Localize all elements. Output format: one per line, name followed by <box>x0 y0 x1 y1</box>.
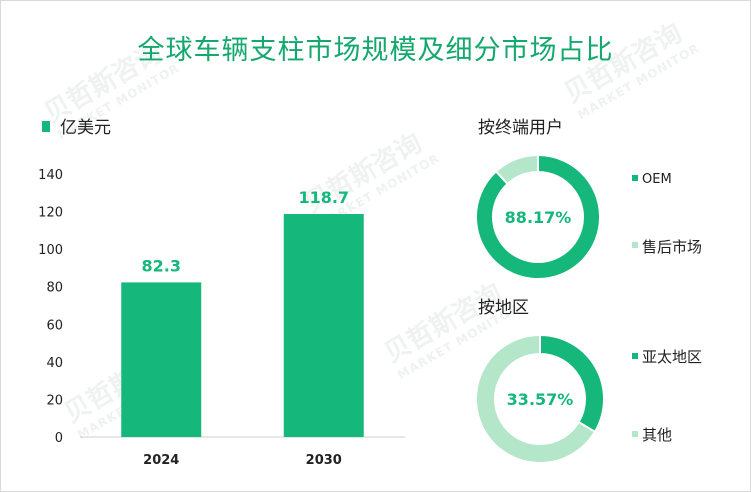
donut-center-label: 88.17% <box>505 208 572 227</box>
y-tick-label: 60 <box>46 318 63 333</box>
y-tick-label: 40 <box>46 356 63 371</box>
y-tick-label: 120 <box>38 206 63 221</box>
legend-swatch <box>632 431 638 437</box>
donut-center-label: 33.57% <box>507 390 574 409</box>
legend-swatch <box>632 353 638 359</box>
y-tick-label: 0 <box>55 431 63 446</box>
bar-value-label: 118.7 <box>298 188 349 207</box>
legend-label: 亚太地区 <box>642 348 702 366</box>
x-tick-label: 2030 <box>306 453 342 468</box>
donut-end-user <box>475 153 601 280</box>
legend-label: 售后市场 <box>642 238 702 256</box>
donut-slice <box>475 333 597 464</box>
legend-swatch <box>632 175 638 181</box>
legend-swatch <box>632 242 638 248</box>
legend-swatch <box>42 121 50 132</box>
donut-slice <box>539 333 605 434</box>
legend-label: OEM <box>642 172 672 187</box>
bar <box>121 282 202 437</box>
y-tick-label: 140 <box>38 168 63 183</box>
bar-series: 82.3 2024 118.7 2030 <box>121 188 364 468</box>
bar-value-label: 82.3 <box>142 256 181 275</box>
legend-label: 其他 <box>642 426 672 444</box>
pie-title-end-user: 按终端用户 <box>478 118 563 138</box>
donut-slice <box>475 153 601 280</box>
y-tick-label: 20 <box>46 393 63 408</box>
donut-region <box>475 333 605 464</box>
y-tick-label: 80 <box>46 281 63 296</box>
y-tick-label: 100 <box>38 243 63 258</box>
bar <box>283 214 364 437</box>
donut-slice <box>494 153 539 186</box>
legend-label: 亿美元 <box>60 118 111 138</box>
pie-title-region: 按地区 <box>478 298 529 318</box>
chart-title: 全球车辆支柱市场规模及细分市场占比 <box>137 35 614 66</box>
x-tick-label: 2024 <box>143 453 179 468</box>
